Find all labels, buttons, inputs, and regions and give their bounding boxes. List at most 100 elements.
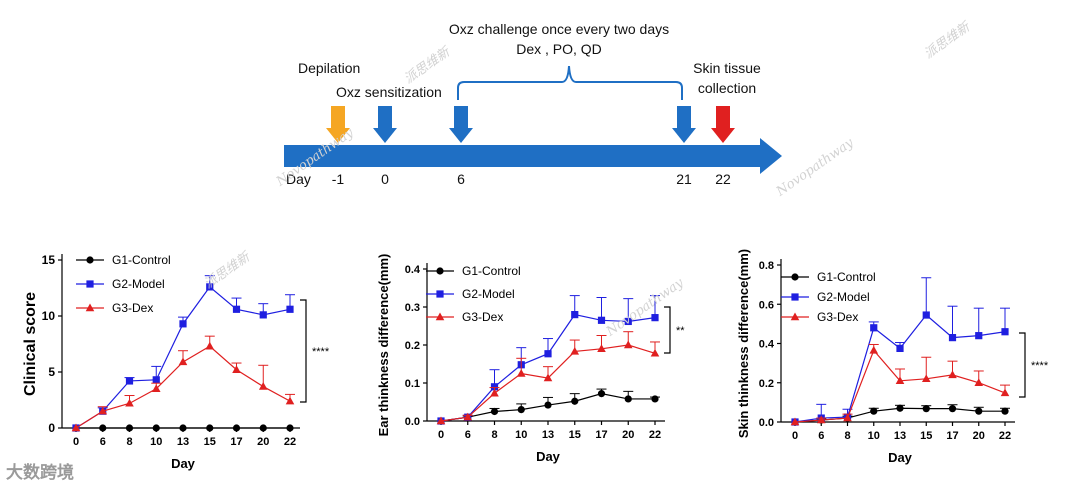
data-point bbox=[896, 344, 904, 353]
challenge-end-arrow-icon bbox=[672, 106, 696, 143]
series-g1-control bbox=[72, 424, 294, 432]
data-point bbox=[286, 424, 294, 432]
data-point bbox=[790, 417, 800, 426]
data-point bbox=[975, 407, 983, 415]
y-tick-label: 0.0 bbox=[405, 416, 420, 428]
legend-marker bbox=[791, 273, 799, 281]
x-tick-label: 6 bbox=[818, 430, 824, 442]
data-point bbox=[517, 406, 525, 414]
series-g2-model bbox=[72, 275, 295, 432]
y-tick-label: 0.0 bbox=[759, 417, 774, 429]
data-point bbox=[543, 373, 553, 382]
legend-marker bbox=[436, 290, 444, 298]
data-point bbox=[870, 407, 878, 415]
data-point bbox=[125, 424, 134, 432]
data-point bbox=[571, 311, 579, 319]
challenge-start-arrow-icon bbox=[449, 106, 473, 143]
legend-marker bbox=[436, 267, 444, 275]
data-point bbox=[151, 384, 161, 392]
x-tick-label: 20 bbox=[257, 436, 269, 448]
legend-label: G2-Model bbox=[112, 277, 165, 291]
data-point bbox=[650, 348, 660, 357]
data-point bbox=[259, 424, 267, 432]
data-point bbox=[948, 370, 957, 379]
data-point bbox=[98, 406, 108, 415]
challenge-bracket bbox=[457, 65, 683, 100]
data-point bbox=[232, 305, 241, 313]
data-point bbox=[286, 305, 294, 313]
series-g3-dex bbox=[790, 343, 1010, 426]
study-timeline: Depilation Oxz sensitization Oxz challen… bbox=[284, 21, 782, 187]
y-axis-label: Skin thinkness difference(mm) bbox=[736, 249, 751, 438]
x-tick-label: 15 bbox=[920, 430, 932, 442]
x-tick-label: 0 bbox=[792, 430, 798, 442]
y-tick-label: 0.2 bbox=[759, 378, 774, 390]
legend-label: G2-Model bbox=[462, 287, 515, 301]
collection-label-line1: Skin tissue bbox=[693, 60, 761, 76]
x-tick-label: 22 bbox=[649, 429, 661, 441]
data-point bbox=[232, 365, 241, 373]
x-tick-label: 22 bbox=[284, 436, 296, 448]
data-point bbox=[179, 424, 187, 432]
x-axis-label: Day bbox=[888, 450, 913, 465]
data-point bbox=[651, 395, 659, 403]
data-point bbox=[179, 320, 187, 328]
legend-label: G3-Dex bbox=[817, 310, 858, 324]
data-point bbox=[516, 369, 526, 377]
legend-label: G1-Control bbox=[112, 253, 171, 267]
data-point bbox=[152, 376, 160, 384]
y-tick-label: 10 bbox=[42, 309, 56, 323]
legend-label: G1-Control bbox=[817, 270, 876, 284]
data-point bbox=[71, 423, 81, 432]
data-point bbox=[624, 395, 632, 403]
data-point bbox=[623, 340, 633, 349]
legend-marker bbox=[86, 256, 94, 264]
sensitization-arrow-icon bbox=[373, 106, 397, 143]
data-point bbox=[152, 424, 160, 432]
data-point bbox=[896, 404, 904, 412]
timeline-day-tick: -1 bbox=[332, 171, 345, 187]
data-point bbox=[597, 344, 606, 352]
data-point bbox=[205, 341, 215, 350]
series-g3-dex bbox=[71, 335, 295, 432]
data-point bbox=[206, 424, 214, 432]
legend-marker bbox=[791, 293, 799, 301]
x-tick-label: 15 bbox=[204, 436, 216, 448]
significance-label: **** bbox=[1031, 360, 1049, 372]
data-point bbox=[1001, 328, 1009, 336]
significance-bracket bbox=[300, 299, 307, 403]
x-tick-label: 6 bbox=[465, 429, 471, 441]
x-tick-label: 17 bbox=[946, 430, 958, 442]
x-tick-label: 10 bbox=[150, 436, 162, 448]
timeline-day-tick: 0 bbox=[381, 171, 389, 187]
data-point bbox=[259, 311, 267, 319]
data-point bbox=[490, 383, 499, 391]
sensitization-label: Oxz sensitization bbox=[336, 84, 442, 100]
treatment-label: Dex , PO, QD bbox=[516, 41, 602, 57]
data-point bbox=[490, 407, 499, 416]
data-point bbox=[178, 357, 188, 366]
data-point bbox=[99, 424, 107, 432]
data-point bbox=[1000, 388, 1010, 397]
significance-label: **** bbox=[312, 346, 330, 358]
data-point bbox=[125, 398, 134, 407]
data-point bbox=[570, 346, 580, 355]
x-tick-label: 8 bbox=[126, 436, 132, 448]
data-point bbox=[285, 396, 295, 405]
x-tick-label: 13 bbox=[894, 430, 906, 442]
data-point bbox=[232, 424, 241, 432]
data-point bbox=[624, 317, 632, 326]
data-point bbox=[870, 324, 878, 332]
y-tick-label: 0 bbox=[48, 421, 55, 435]
y-tick-label: 0.1 bbox=[405, 378, 420, 390]
timeline-day-tick: 6 bbox=[457, 171, 465, 187]
data-point bbox=[1001, 407, 1009, 415]
legend-label: G3-Dex bbox=[462, 310, 503, 324]
x-tick-label: 0 bbox=[438, 429, 444, 441]
x-tick-label: 20 bbox=[973, 430, 985, 442]
collection-arrow-icon bbox=[711, 106, 735, 143]
x-tick-label: 17 bbox=[595, 429, 607, 441]
data-point bbox=[895, 376, 905, 384]
x-tick-label: 10 bbox=[868, 430, 880, 442]
data-point bbox=[258, 382, 268, 390]
